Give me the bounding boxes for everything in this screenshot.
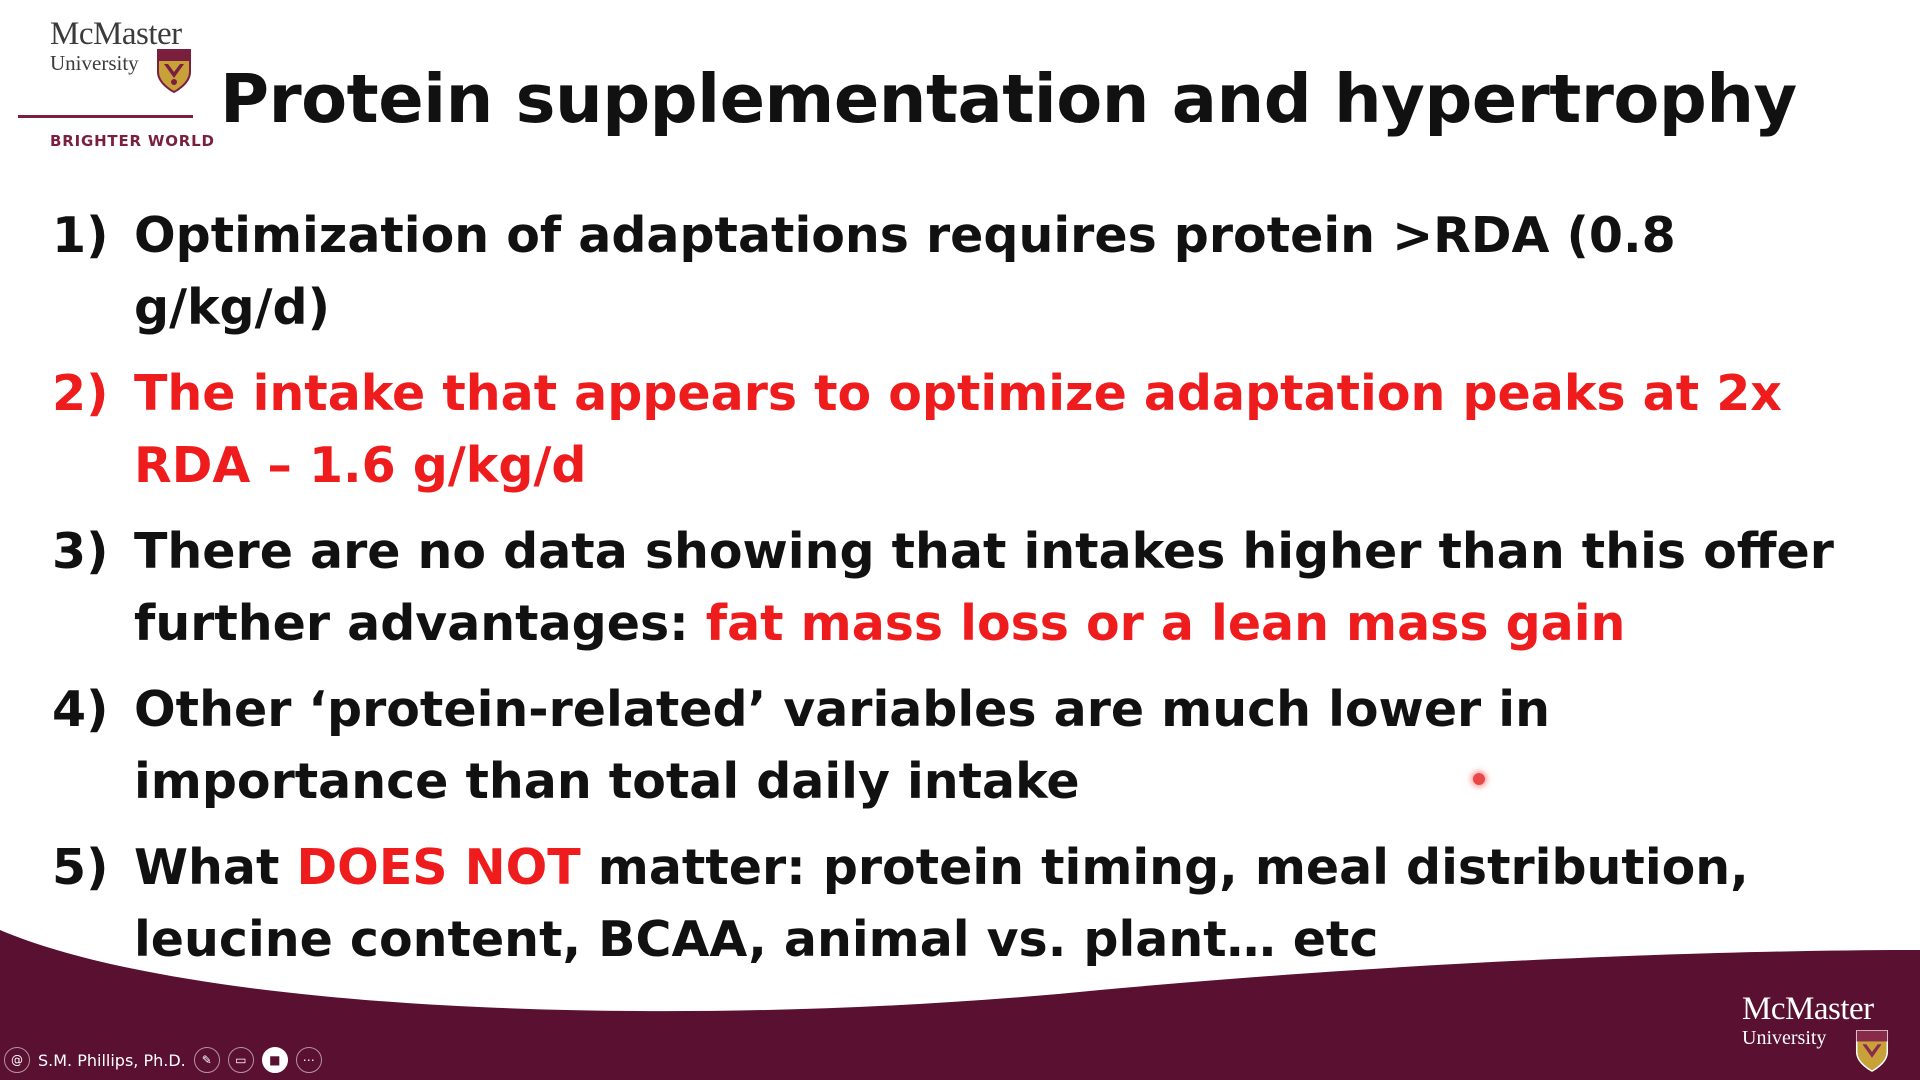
list-item-number: 4) (52, 681, 109, 738)
list-item: 4) Other ‘protein-related’ variables are … (52, 674, 1852, 818)
presenter-name: S.M. Phillips, Ph.D. (38, 1050, 186, 1070)
video-camera-icon[interactable]: ■ (261, 1047, 288, 1073)
list-item-text: What DOES NOT matter: protein timing, me… (134, 832, 1852, 976)
footer-logo-sub: University (1742, 1027, 1827, 1049)
text-segment: matter: protein timing, meal distributio… (134, 839, 1749, 968)
text-segment: The intake that appears to optimize adap… (134, 365, 1782, 494)
text-segment: What (134, 839, 297, 896)
logo-tagline: BRIGHTER WORLD (50, 132, 215, 150)
logo-wordmark: McMaster University (50, 18, 182, 74)
crest-icon (157, 49, 191, 94)
list-item-text: There are no data showing that intakes h… (134, 516, 1852, 660)
list-item-number: 2) (52, 365, 109, 422)
list-item-number: 1) (52, 207, 109, 264)
points-list: 1) Optimization of adaptations requires p… (52, 200, 1852, 990)
list-item-number: 5) (52, 839, 109, 896)
laser-pointer (1473, 773, 1485, 785)
footer-band (0, 930, 1920, 1080)
pen-icon[interactable]: ✎ (193, 1047, 220, 1073)
mcmaster-logo-bottom: McMaster University (1742, 993, 1912, 1073)
text-segment: Optimization of adaptations requires pro… (134, 207, 1676, 336)
list-item: 1) Optimization of adaptations requires p… (52, 200, 1852, 344)
list-item-text: The intake that appears to optimize adap… (134, 358, 1852, 502)
logo-rule (18, 115, 193, 118)
footer-crest-icon (1855, 1030, 1889, 1072)
footer-logo-name: McMaster (1742, 991, 1874, 1027)
list-item: 2) The intake that appears to optimize ad… (52, 358, 1852, 502)
text-segment: Other ‘protein-related’ variables are mu… (134, 681, 1550, 810)
presenter-toolbar: @ S.M. Phillips, Ph.D. ✎ ▭ ■ ⋯ (4, 1043, 322, 1077)
logo-name: McMaster (50, 16, 182, 52)
screen-icon[interactable]: ▭ (227, 1047, 254, 1073)
mcmaster-logo-top: McMaster University BRIGHTER WORLD (18, 18, 214, 154)
list-item-text: Optimization of adaptations requires pro… (134, 200, 1852, 344)
logo-sub: University (50, 51, 139, 75)
list-item-number: 3) (52, 523, 109, 580)
text-segment: There are no data showing that intakes h… (134, 523, 1834, 652)
more-options-icon[interactable]: ⋯ (295, 1047, 322, 1073)
slide-title: Protein supplementation and hypertrophy (220, 60, 1797, 138)
list-item: 3) There are no data showing that intakes… (52, 516, 1852, 660)
list-item-text: Other ‘protein-related’ variables are mu… (134, 674, 1852, 818)
pin-icon[interactable]: @ (4, 1047, 30, 1073)
text-segment: fat mass loss or a lean mass gain (705, 595, 1626, 652)
list-item: 5) What DOES NOT matter: protein timing, … (52, 832, 1852, 976)
text-segment: DOES NOT (296, 839, 581, 896)
